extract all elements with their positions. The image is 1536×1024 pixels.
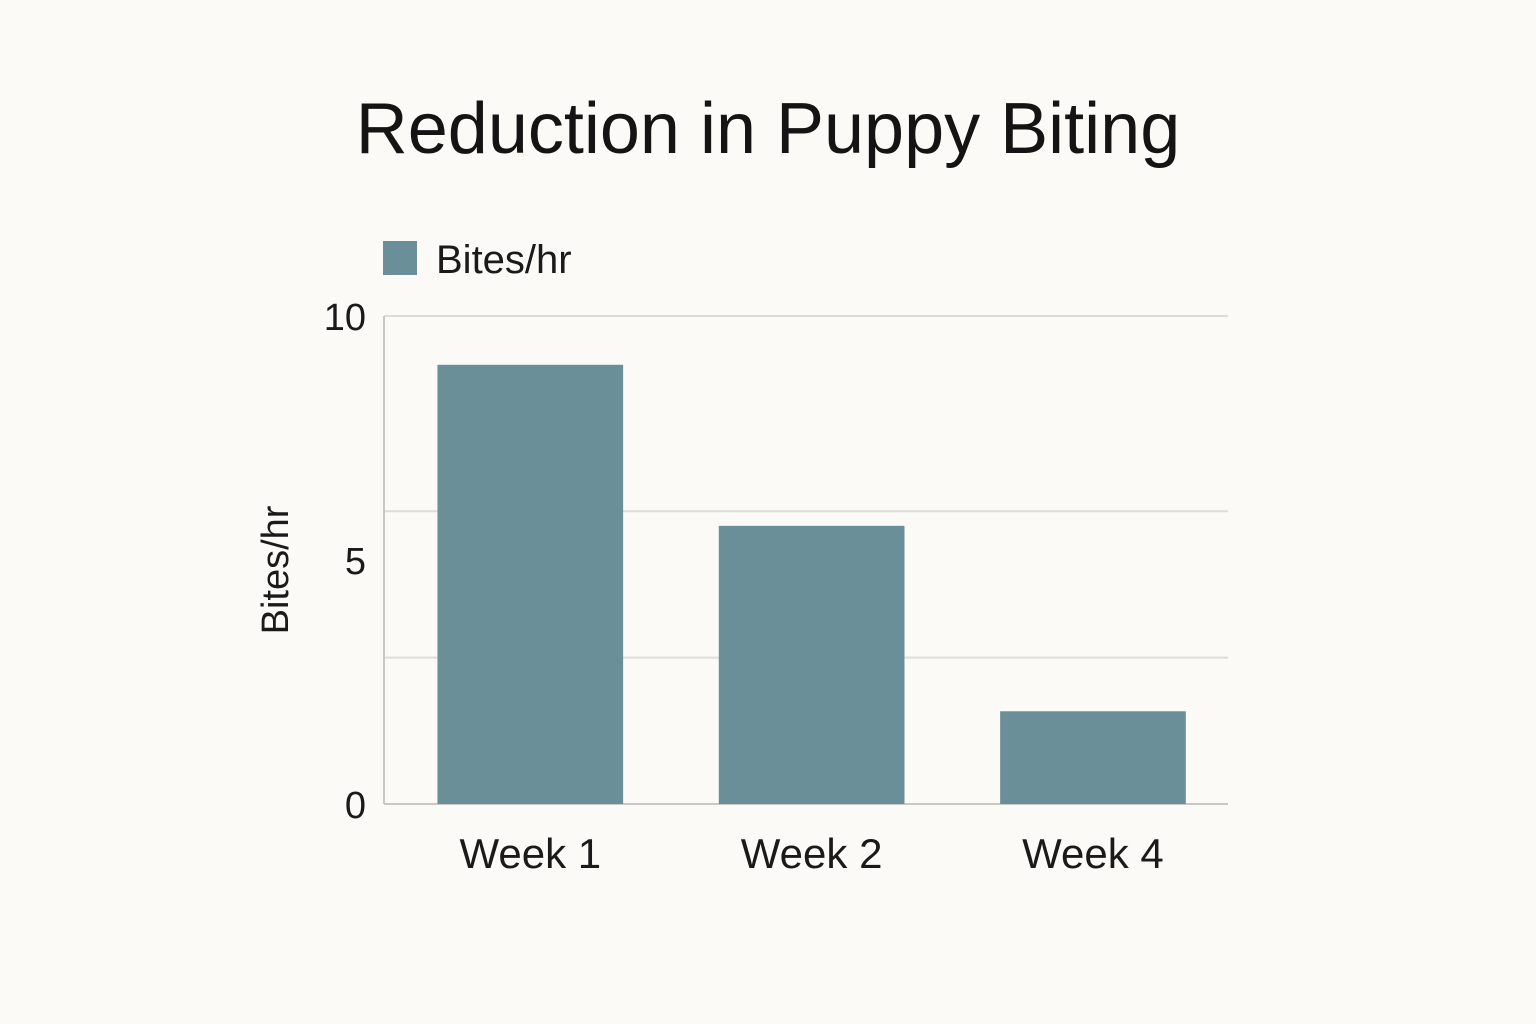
y-ticks: 0 5 10 <box>324 297 366 827</box>
x-tick-label: Week 1 <box>459 830 601 877</box>
bar-week-2 <box>718 525 905 804</box>
legend-swatch <box>383 241 417 275</box>
legend-label: Bites/hr <box>436 238 572 282</box>
y-axis-label: Bites/hr <box>255 505 297 634</box>
y-tick-label: 0 <box>345 785 366 827</box>
x-tick-label: Week 4 <box>1022 830 1164 877</box>
x-tick-label: Week 2 <box>741 830 883 877</box>
y-tick-label: 10 <box>324 297 366 339</box>
legend: Bites/hr <box>383 238 572 282</box>
y-tick-label: 5 <box>345 541 366 583</box>
chart-title: Reduction in Puppy Biting <box>356 89 1181 169</box>
bars <box>437 364 1186 804</box>
bar-week-1 <box>437 364 624 804</box>
x-categories: Week 1 Week 2 Week 4 <box>459 830 1163 877</box>
bar-week-4 <box>1000 711 1186 804</box>
